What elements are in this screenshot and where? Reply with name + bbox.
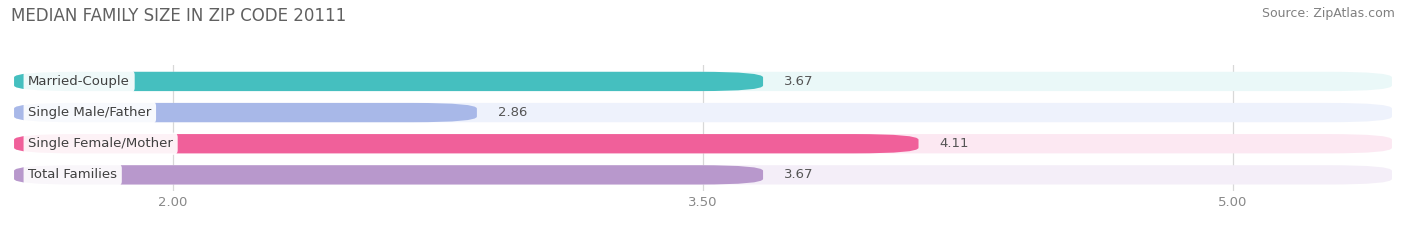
FancyBboxPatch shape	[14, 72, 763, 91]
Text: Source: ZipAtlas.com: Source: ZipAtlas.com	[1261, 7, 1395, 20]
Text: MEDIAN FAMILY SIZE IN ZIP CODE 20111: MEDIAN FAMILY SIZE IN ZIP CODE 20111	[11, 7, 346, 25]
FancyBboxPatch shape	[14, 165, 763, 185]
FancyBboxPatch shape	[14, 134, 918, 153]
Text: Married-Couple: Married-Couple	[28, 75, 131, 88]
Text: Single Female/Mother: Single Female/Mother	[28, 137, 173, 150]
Text: 4.11: 4.11	[939, 137, 969, 150]
Text: 3.67: 3.67	[785, 75, 814, 88]
FancyBboxPatch shape	[14, 103, 477, 122]
Text: Total Families: Total Families	[28, 168, 117, 181]
Text: 2.86: 2.86	[498, 106, 527, 119]
Text: 3.67: 3.67	[785, 168, 814, 181]
Text: Single Male/Father: Single Male/Father	[28, 106, 152, 119]
FancyBboxPatch shape	[14, 72, 1392, 91]
FancyBboxPatch shape	[14, 103, 1392, 122]
FancyBboxPatch shape	[14, 134, 1392, 153]
FancyBboxPatch shape	[14, 165, 1392, 185]
